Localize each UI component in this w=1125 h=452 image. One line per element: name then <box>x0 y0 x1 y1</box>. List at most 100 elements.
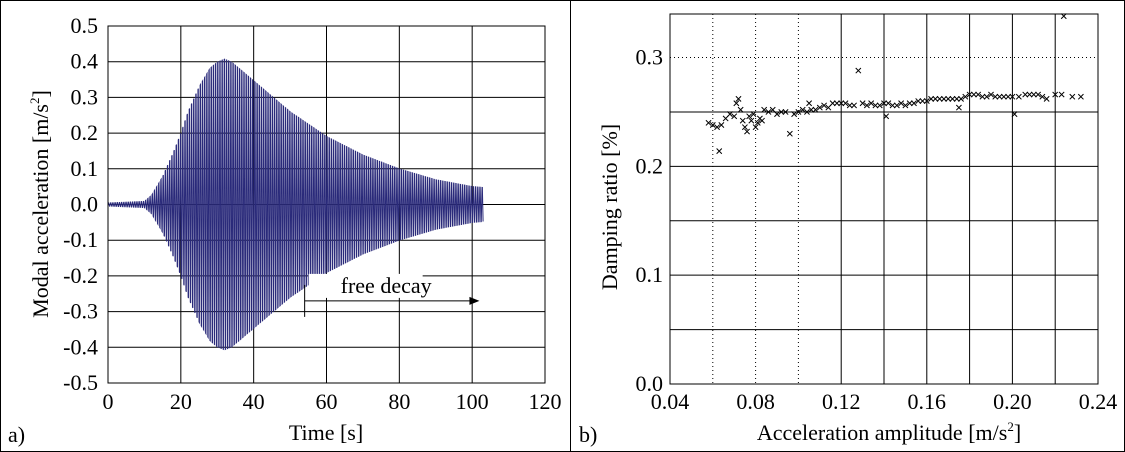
chart-b-data-point <box>735 95 742 102</box>
chart-b-data-point <box>791 111 798 118</box>
chart-b-data-point <box>744 128 750 135</box>
chart-b-data-point <box>731 113 738 120</box>
chart-a-x-tick-label: 0 <box>103 389 114 414</box>
chart-b-data-point <box>970 91 977 98</box>
panel-label-b: b) <box>579 422 597 447</box>
chart-b-data-point <box>872 102 879 109</box>
chart-b-x-tick-label: 0.12 <box>822 389 861 414</box>
chart-b-x-tick-label: 0.04 <box>651 389 690 414</box>
chart-b-data-point <box>883 113 890 120</box>
chart-b-data-point <box>804 108 810 115</box>
chart-a-x-tick-label: 100 <box>456 389 489 414</box>
chart-a-y-tick-label: -0.3 <box>63 299 98 324</box>
chart-b-data-point <box>808 106 815 113</box>
chart-b-data-point <box>962 93 969 100</box>
chart-b-data-point <box>996 93 1003 100</box>
chart-b-data-point <box>992 93 999 100</box>
chart-b-x-axis-label-sup: 2 <box>1007 419 1014 434</box>
chart-b-plot-frame <box>669 13 1099 385</box>
chart-b-data-point <box>714 124 721 131</box>
chart-a-signal-line <box>107 58 484 351</box>
chart-b-data-point <box>911 100 917 107</box>
chart-b-data-point <box>829 100 836 107</box>
chart-b-x-tick-label: 0.24 <box>1079 389 1118 414</box>
chart-b-data-point <box>846 102 853 109</box>
chart-b-data-point <box>979 93 986 100</box>
chart-b-data-point <box>1026 91 1033 98</box>
chart-b-data-point <box>859 100 866 107</box>
chart-a-plot-frame <box>107 25 546 384</box>
chart-b-data-point <box>906 100 913 107</box>
chart-b-data-point <box>988 91 994 98</box>
chart-a-y-tick-label: 0.0 <box>71 192 99 217</box>
chart-b-data-point <box>940 95 947 102</box>
chart-b-data-point <box>915 98 922 105</box>
chart-b-data-point <box>1009 93 1016 100</box>
chart-b-data-point <box>821 102 828 109</box>
chart-a-annotation-arrowhead <box>469 296 480 305</box>
chart-b-data-point <box>863 102 870 109</box>
chart-b-data-point <box>1052 91 1059 98</box>
chart-b-data-point <box>1069 93 1076 100</box>
chart-b-data-point <box>778 108 785 115</box>
chart-a-y-tick-label: -0.4 <box>63 334 98 359</box>
chart-b-x-axis-label-end: ] <box>1014 420 1021 445</box>
chart-b-data-point <box>898 100 905 107</box>
chart-b-data-point <box>1011 111 1018 118</box>
chart-b-x-tick-label: 0.08 <box>736 389 775 414</box>
chart-b-data-point <box>1035 91 1042 98</box>
chart-a-annotation-bg <box>308 273 423 298</box>
chart-b-data-point <box>761 106 768 113</box>
chart-b-data-point <box>709 122 716 128</box>
chart-b-data-point <box>786 130 793 137</box>
chart-a-x-tick-label: 20 <box>170 389 192 414</box>
chart-b-data-point <box>936 95 943 102</box>
chart-b-data-point <box>885 100 892 107</box>
chart-b-damping-ratio: b) Acceleration amplitude [m/s2] Damping… <box>579 13 1118 447</box>
chart-b-data-point <box>718 122 725 128</box>
chart-a-y-tick-label: 0.3 <box>71 84 99 109</box>
chart-b-data-point <box>705 119 712 126</box>
chart-b-data-point <box>782 108 789 115</box>
chart-b-x-axis-label: Acceleration amplitude [m/s2] <box>757 419 1021 445</box>
chart-a-modal-acceleration: a) Time [s] Modal acceleration [m/s2] 0 2… <box>8 13 562 447</box>
chart-b-data-point <box>748 117 755 124</box>
chart-b-data-point <box>966 91 973 98</box>
chart-b-data-point <box>923 98 930 105</box>
chart-b-data-point <box>726 111 733 118</box>
chart-b-data-point <box>932 95 939 102</box>
chart-b-y-tick-label: 0.2 <box>636 153 664 178</box>
chart-b-data-point <box>1030 91 1037 98</box>
chart-b-data-point <box>928 95 935 102</box>
chart-a-x-tick-label: 120 <box>529 389 562 414</box>
chart-b-y-tick-label: 0.1 <box>636 262 664 287</box>
panel-label-a: a) <box>8 422 25 447</box>
chart-b-data-point <box>983 93 990 100</box>
chart-b-data-point <box>1043 95 1050 102</box>
chart-a-x-tick-label: 80 <box>388 389 410 414</box>
chart-b-data-point <box>855 67 862 74</box>
chart-b-data-point <box>765 108 772 115</box>
chart-a-y-axis-label-end: ] <box>28 90 53 97</box>
chart-b-data-point <box>902 102 909 109</box>
chart-b-data-point <box>737 106 744 113</box>
chart-b-data-point <box>795 108 802 115</box>
chart-b-data-point <box>833 100 840 107</box>
chart-a-y-axis-label-main: Modal acceleration [m/s <box>28 104 53 318</box>
chart-b-y-tick-label: 0.0 <box>636 371 664 396</box>
chart-b-data-point <box>851 102 857 109</box>
chart-a-y-axis-label-sup: 2 <box>27 98 42 105</box>
chart-b-data-point <box>1039 93 1046 100</box>
chart-b-data-point <box>953 95 960 102</box>
chart-b-data-point <box>746 113 753 120</box>
chart-b-x-tick-label: 0.20 <box>993 389 1032 414</box>
chart-b-y-axis-label: Damping ratio [%] <box>597 124 622 290</box>
chart-b-y-tick-label: 0.3 <box>636 45 664 70</box>
chart-a-x-axis-label: Time [s] <box>289 420 363 445</box>
chart-b-data-point <box>759 117 765 124</box>
chart-b-data-point <box>739 117 746 124</box>
chart-b-data-point <box>1058 91 1065 98</box>
chart-a-annotation-label: free decay <box>341 273 432 298</box>
chart-b-data-point <box>893 102 900 109</box>
chart-a-x-tick-label: 60 <box>316 389 338 414</box>
